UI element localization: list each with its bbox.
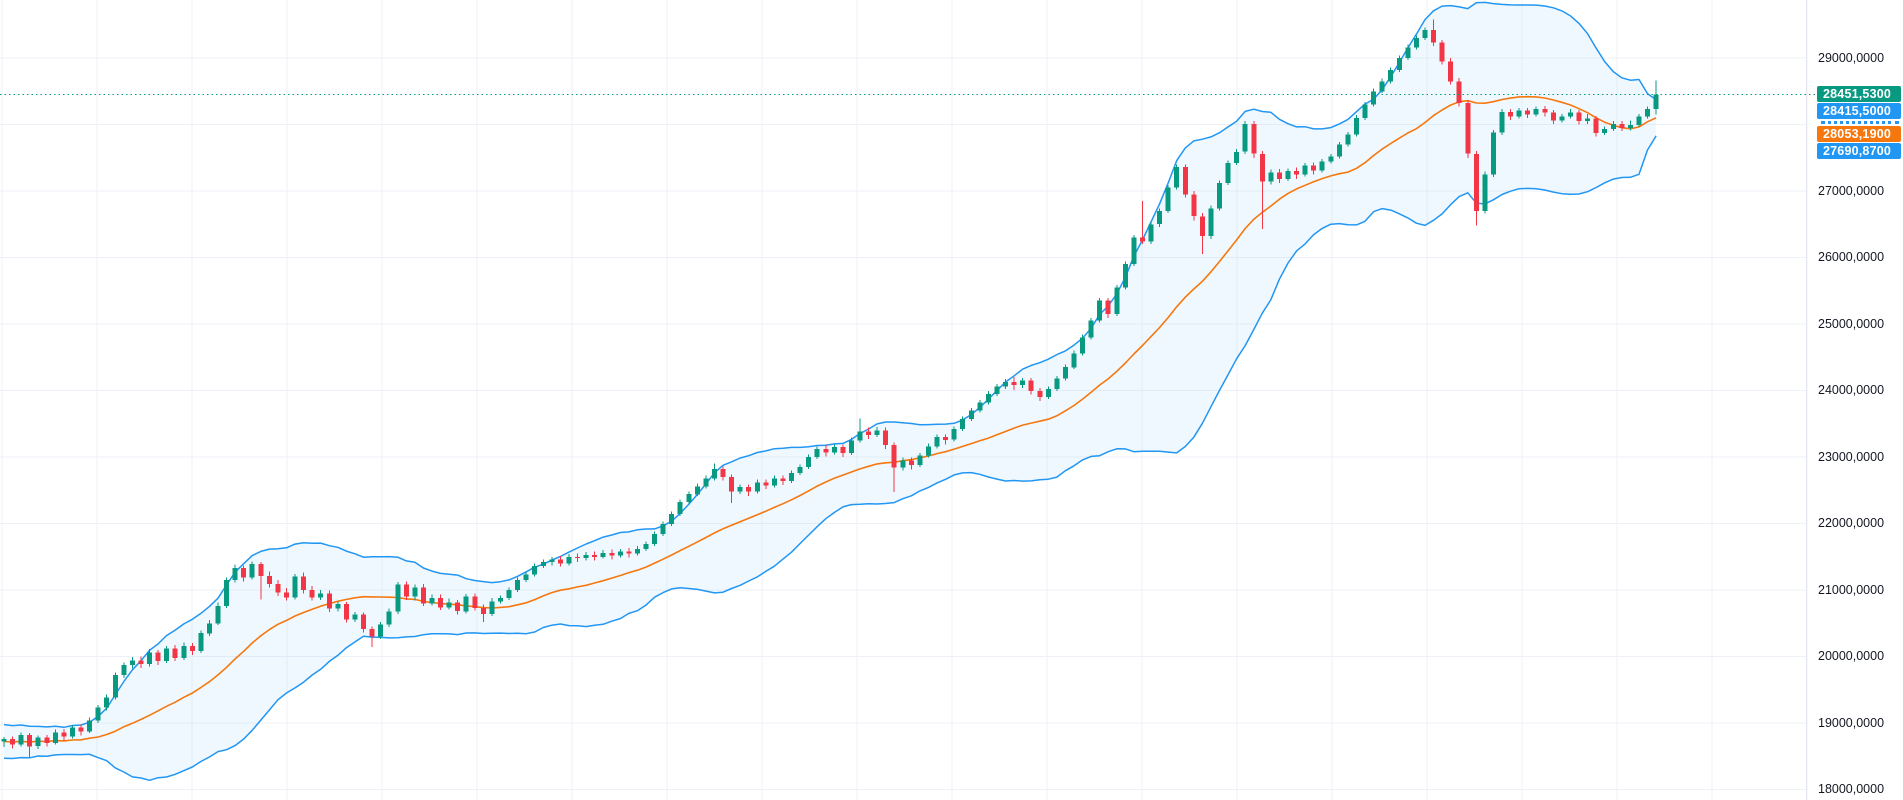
price-axis-tick-label: 29000,0000 xyxy=(1818,51,1885,65)
price-axis-tick-label: 22000,0000 xyxy=(1818,516,1885,530)
hidden-label-digit-tops xyxy=(1821,121,1899,124)
price-axis-tick-label: 20000,0000 xyxy=(1818,649,1885,663)
bb-basis-value: 28053,1900 xyxy=(1823,127,1892,141)
price-axis-tick-label: 25000,0000 xyxy=(1818,317,1885,331)
price-axis-tick-label: 19000,0000 xyxy=(1818,716,1885,730)
bb-upper-value: 28415,5000 xyxy=(1823,104,1892,118)
price-axis[interactable]: 29000,0000 27000,0000 26000,0000 25000,0000… xyxy=(1807,0,1903,800)
price-axis-tick-label: 27000,0000 xyxy=(1818,184,1885,198)
bb-upper-band-label: 28415,5000 xyxy=(1817,103,1901,119)
partially-hidden-price-label xyxy=(1817,120,1901,125)
price-axis-tick-label: 21000,0000 xyxy=(1818,583,1885,597)
last-price-label: 28451,5300 xyxy=(1817,86,1901,102)
price-axis-tick-label: 24000,0000 xyxy=(1818,383,1885,397)
bb-lower-value: 27690,8700 xyxy=(1823,144,1892,158)
bb-lower-band-label: 27690,8700 xyxy=(1817,143,1901,159)
price-axis-tick-label: 23000,0000 xyxy=(1818,450,1885,464)
bb-basis-label: 28053,1900 xyxy=(1817,126,1901,142)
price-axis-tick-label: 18000,0000 xyxy=(1818,782,1885,796)
price-axis-tick-label: 26000,0000 xyxy=(1818,250,1885,264)
last-price-value: 28451,5300 xyxy=(1823,87,1892,101)
